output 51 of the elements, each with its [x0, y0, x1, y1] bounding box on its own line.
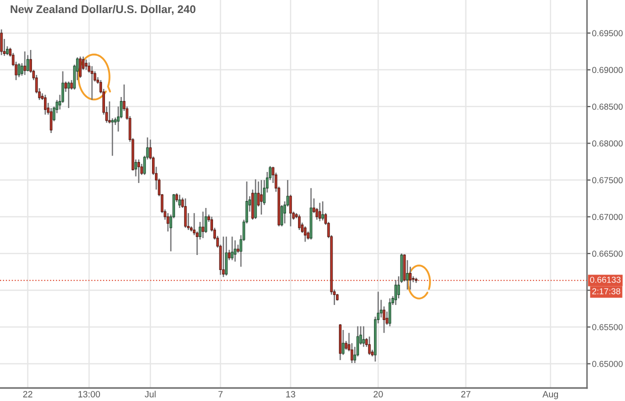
- candlestick: [50, 107, 52, 134]
- chart-title: New Zealand Dollar/U.S. Dollar, 240: [10, 5, 196, 15]
- y-tick-label: 0.67500: [592, 177, 623, 184]
- text: 2:17:38: [592, 288, 620, 294]
- y-tick-label: 0.65500: [592, 324, 623, 330]
- y-tick-label: 0.69000: [592, 66, 623, 74]
- candlestick: [184, 198, 187, 228]
- candlestick: [225, 236, 228, 276]
- x-tick-label: Jul: [144, 390, 156, 398]
- candlestick: [84, 58, 88, 70]
- candlestick: [111, 118, 114, 156]
- candlestick: [178, 194, 181, 209]
- x-tick-label: 13:00: [78, 391, 100, 398]
- y-tick-label: 0.66500: [592, 250, 623, 257]
- candlestick: [388, 298, 392, 327]
- candlestick: [368, 336, 371, 356]
- candlestick: [24, 50, 26, 76]
- y-tick-label: 0.68500: [592, 104, 623, 110]
- candlestick: [260, 179, 263, 216]
- candlestick: [18, 62, 20, 78]
- candlestick: [318, 202, 322, 222]
- candlestick: [137, 158, 140, 184]
- candlestick: [222, 236, 225, 278]
- candlestick: [108, 100, 111, 124]
- candlestick: [321, 200, 324, 222]
- candlestick: [234, 240, 236, 262]
- candlestick: [394, 279, 397, 306]
- candlestick: [202, 211, 204, 239]
- x-tick-label: 22: [23, 391, 32, 398]
- candlestick: [204, 207, 208, 234]
- x-tick-label: Aug: [542, 391, 558, 400]
- y-tick-label: 0.67000: [592, 214, 623, 220]
- x-tick-label: 20: [374, 391, 383, 398]
- x-tick-label: 13: [286, 391, 296, 398]
- y-tick-label: 0.65000: [592, 360, 623, 367]
- candlestick: [79, 56, 82, 79]
- ref-line-label: 0.66133: [590, 276, 621, 283]
- candlestick: [304, 226, 306, 242]
- candlestick: [406, 260, 409, 290]
- candlestick: [90, 66, 94, 101]
- candlestick: [67, 80, 70, 109]
- y-tick-label: 0.69500: [592, 30, 623, 36]
- x-tick-label: 27: [461, 391, 470, 398]
- candlestick: [26, 54, 30, 72]
- x-tick-label: 7: [218, 391, 223, 398]
- candlestick: [230, 236, 234, 261]
- y-tick-label: 0.68000: [592, 140, 623, 146]
- candlestick: [362, 326, 365, 348]
- candlestick: [298, 214, 301, 231]
- candlestick: [44, 94, 47, 116]
- candlestick: [0, 28, 3, 56]
